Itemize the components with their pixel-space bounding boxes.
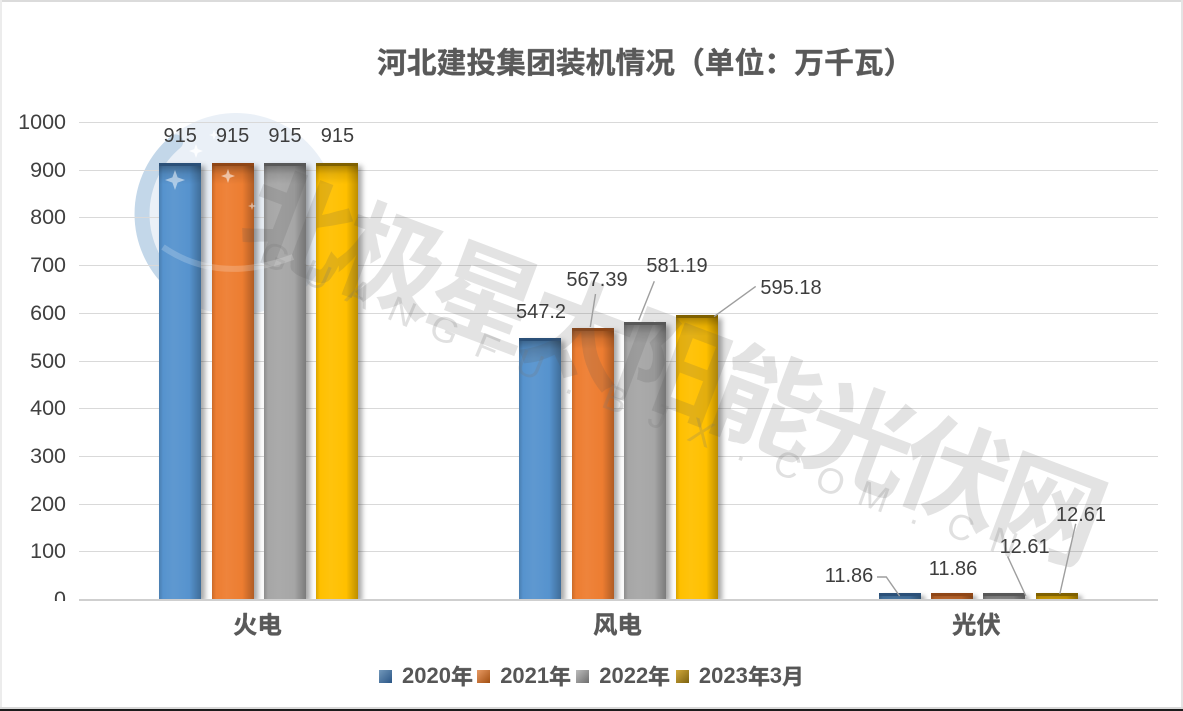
svg-text:N: N (985, 519, 1023, 566)
svg-text:C: C (942, 503, 980, 550)
svg-text:G: G (424, 305, 466, 354)
svg-text:J: J (643, 393, 675, 438)
